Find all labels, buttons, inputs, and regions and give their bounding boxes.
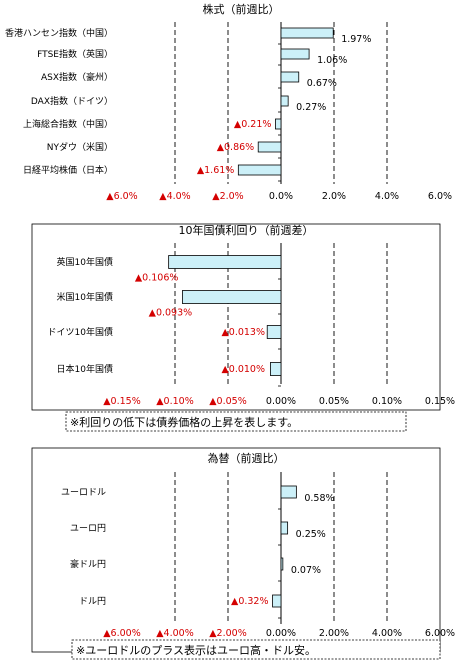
category-label: ユーロ円	[70, 523, 106, 534]
bar	[280, 71, 300, 83]
chart-title: 10年国債利回り（前週差）	[179, 223, 314, 237]
data-label: 0.07%	[291, 565, 321, 576]
chart-2: 10年国債利回り（前週差） 英国10年国債 ▲0.106% 米国10年国債 ▲0.093…	[31, 223, 455, 432]
tick-label: 0.05%	[319, 396, 349, 407]
note-box	[65, 411, 407, 432]
data-label: ▲0.86%	[217, 142, 255, 153]
tick-label: 0.00%	[266, 628, 296, 639]
bar	[280, 521, 289, 535]
tick-label: ▲4.0%	[159, 191, 190, 202]
chart-3: 為替（前週比） ユーロドル 0.58% ユーロ円 0.25% 豪ドル円 0.07% ドル円 ▲0…	[31, 447, 455, 660]
bar	[280, 557, 284, 571]
bar	[272, 594, 282, 608]
bar	[280, 27, 334, 39]
data-label: ▲0.010%	[221, 364, 265, 375]
bar	[237, 164, 282, 176]
tick-label: 2.00%	[319, 628, 349, 639]
data-label: ▲0.21%	[234, 119, 272, 130]
tick-label: ▲0.05%	[209, 396, 247, 407]
tick-label: 0.15%	[425, 396, 455, 407]
note-text: ※利回りの低下は債券価格の上昇を表します。	[70, 415, 298, 429]
category-label: ユーロドル	[61, 488, 106, 498]
bar	[269, 362, 282, 376]
data-label: ▲1.61%	[197, 165, 235, 176]
category-label: ドル円	[79, 596, 106, 607]
bar	[280, 95, 289, 107]
chart-frame	[31, 447, 441, 653]
category-label: 上海総合指数（中国）	[23, 118, 113, 130]
bar	[275, 118, 282, 130]
bar	[280, 485, 297, 499]
category-label: 日本10年国債	[57, 363, 113, 375]
data-label: 0.58%	[304, 493, 334, 504]
tick-label: ▲6.0%	[106, 191, 137, 202]
tick-label: 4.0%	[375, 191, 399, 202]
bar	[182, 290, 282, 304]
tick-label: 0.10%	[372, 396, 402, 407]
tick-label: 6.0%	[428, 191, 452, 202]
category-label: 米国10年国債	[57, 291, 113, 303]
category-label: 日経平均株価（日本）	[23, 164, 113, 176]
category-label: 英国10年国債	[57, 256, 113, 268]
tick-label: ▲2.0%	[212, 191, 243, 202]
data-label: 0.27%	[296, 102, 326, 113]
tick-label: ▲0.15%	[103, 396, 141, 407]
bar	[280, 48, 310, 60]
tick-label: 6.00%	[425, 628, 455, 639]
tick-label: ▲6.00%	[103, 628, 141, 639]
category-label: 豪ドル円	[70, 558, 106, 570]
chart-frame	[31, 223, 441, 411]
chart-1: 株式（前週比） 香港ハンセン指数（中国） 1.97% FTSE指数（英国） 1.06% A…	[5, 2, 452, 202]
tick-label: 2.0%	[322, 191, 346, 202]
tick-label: ▲0.10%	[156, 396, 194, 407]
tick-label: ▲4.00%	[156, 628, 194, 639]
data-label: ▲0.013%	[221, 327, 265, 338]
data-label: ▲0.32%	[231, 596, 269, 607]
tick-label: 4.00%	[372, 628, 402, 639]
category-label: DAX指数（ドイツ）	[31, 95, 113, 107]
note-box	[71, 639, 441, 660]
note-text: ※ユーロドルのプラス表示はユーロ高・ドル安。	[76, 643, 316, 657]
data-label: ▲0.093%	[149, 308, 193, 319]
category-label: ドイツ10年国債	[48, 326, 113, 338]
chart-title: 株式（前週比）	[203, 2, 280, 16]
data-label: 0.25%	[296, 529, 326, 540]
bar	[266, 325, 282, 339]
tick-label: 0.0%	[269, 191, 293, 202]
category-label: ASX指数（豪州）	[41, 71, 113, 83]
chart-title: 為替（前週比）	[208, 451, 285, 465]
data-label: 1.06%	[317, 55, 347, 66]
category-label: 香港ハンセン指数（中国）	[5, 27, 113, 39]
bar	[257, 141, 282, 153]
data-label: ▲0.106%	[135, 273, 179, 284]
category-label: NYダウ（米国）	[47, 141, 113, 153]
category-label: FTSE指数（英国）	[37, 48, 113, 60]
data-label: 0.67%	[307, 78, 337, 89]
data-label: 1.97%	[341, 34, 371, 45]
tick-label: 0.00%	[266, 396, 296, 407]
tick-label: ▲2.00%	[209, 628, 247, 639]
bar	[168, 255, 282, 269]
